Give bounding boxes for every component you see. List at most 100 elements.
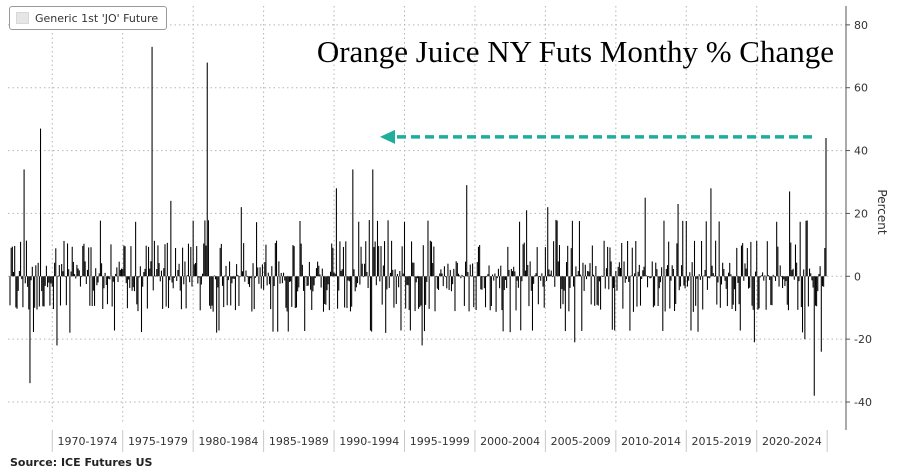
- bar: [617, 266, 619, 277]
- bar: [429, 240, 431, 277]
- bar: [551, 276, 553, 278]
- x-tick-label: 2020-2024: [762, 435, 822, 448]
- bar: [50, 276, 52, 284]
- bar: [371, 276, 373, 332]
- bar: [547, 207, 549, 277]
- bar: [395, 276, 397, 305]
- bar: [776, 221, 778, 277]
- bar: [651, 261, 653, 277]
- bar: [163, 268, 165, 277]
- bar: [115, 273, 117, 277]
- bar: [665, 269, 667, 277]
- bar: [584, 264, 586, 277]
- bar: [210, 276, 212, 309]
- bar: [425, 276, 427, 305]
- bar: [565, 262, 568, 277]
- bar: [818, 273, 820, 277]
- bar: [173, 276, 175, 278]
- bar: [778, 276, 780, 287]
- bar: [686, 276, 688, 287]
- bar: [480, 276, 482, 290]
- bar: [752, 276, 754, 310]
- bar: [641, 276, 643, 280]
- bar: [10, 247, 12, 277]
- bar: [217, 276, 219, 288]
- bar: [543, 276, 545, 308]
- bar: [652, 276, 654, 308]
- bar: [796, 262, 798, 277]
- bar: [786, 276, 788, 305]
- bar: [732, 276, 734, 305]
- bar: [704, 269, 706, 277]
- bar: [76, 264, 78, 277]
- bar: [317, 261, 319, 277]
- bar: [422, 245, 424, 277]
- bar: [11, 246, 13, 277]
- bar: [351, 276, 353, 307]
- bar: [798, 276, 800, 282]
- bar: [319, 274, 321, 277]
- bar: [735, 276, 737, 312]
- bar: [742, 243, 744, 277]
- bar: [263, 276, 265, 290]
- bar: [524, 270, 526, 277]
- bar: [96, 276, 98, 286]
- bar: [253, 276, 255, 310]
- bar: [530, 276, 532, 291]
- bar: [49, 276, 51, 306]
- x-tick-label: 1985-1989: [269, 435, 329, 448]
- bar: [364, 263, 366, 277]
- bar: [212, 276, 214, 312]
- bar: [254, 276, 256, 278]
- bar: [751, 276, 753, 306]
- bar: [634, 273, 636, 277]
- bar: [580, 274, 582, 277]
- bar: [679, 276, 681, 287]
- bar: [463, 276, 465, 306]
- bar: [227, 276, 229, 281]
- bar: [625, 276, 627, 280]
- bar: [453, 268, 455, 277]
- bar: [450, 276, 452, 292]
- bar: [176, 276, 178, 281]
- bar: [110, 244, 112, 277]
- bar: [684, 276, 686, 289]
- bar: [668, 241, 670, 277]
- bar: [571, 220, 573, 277]
- bar: [477, 246, 479, 277]
- bar: [142, 276, 144, 287]
- bar: [819, 266, 821, 277]
- x-tick-label: 1970-1974: [58, 435, 118, 448]
- bar: [338, 276, 340, 291]
- bar: [601, 275, 603, 277]
- bar: [341, 269, 343, 277]
- bar: [118, 261, 120, 277]
- bar: [774, 276, 777, 281]
- bar: [612, 276, 615, 288]
- bar: [25, 240, 27, 277]
- bar: [408, 276, 410, 310]
- bar: [448, 276, 450, 290]
- bar: [43, 276, 45, 307]
- bar: [456, 262, 458, 277]
- bar: [352, 169, 354, 277]
- bar: [14, 245, 16, 277]
- bar: [279, 276, 281, 284]
- bar: [663, 220, 665, 277]
- bar: [517, 276, 519, 288]
- x-tick-label: 2000-2004: [480, 435, 540, 448]
- bar: [724, 276, 726, 281]
- bar: [637, 271, 639, 277]
- bar: [339, 241, 341, 277]
- bar: [36, 276, 38, 310]
- bar: [257, 267, 259, 277]
- bar: [283, 272, 285, 277]
- bar: [810, 273, 812, 277]
- x-tick-label: 1995-1999: [410, 435, 470, 448]
- bar: [678, 276, 680, 291]
- bar: [28, 276, 30, 310]
- bar: [251, 276, 253, 312]
- bar: [64, 275, 66, 277]
- bar: [506, 276, 508, 289]
- bar: [157, 245, 159, 277]
